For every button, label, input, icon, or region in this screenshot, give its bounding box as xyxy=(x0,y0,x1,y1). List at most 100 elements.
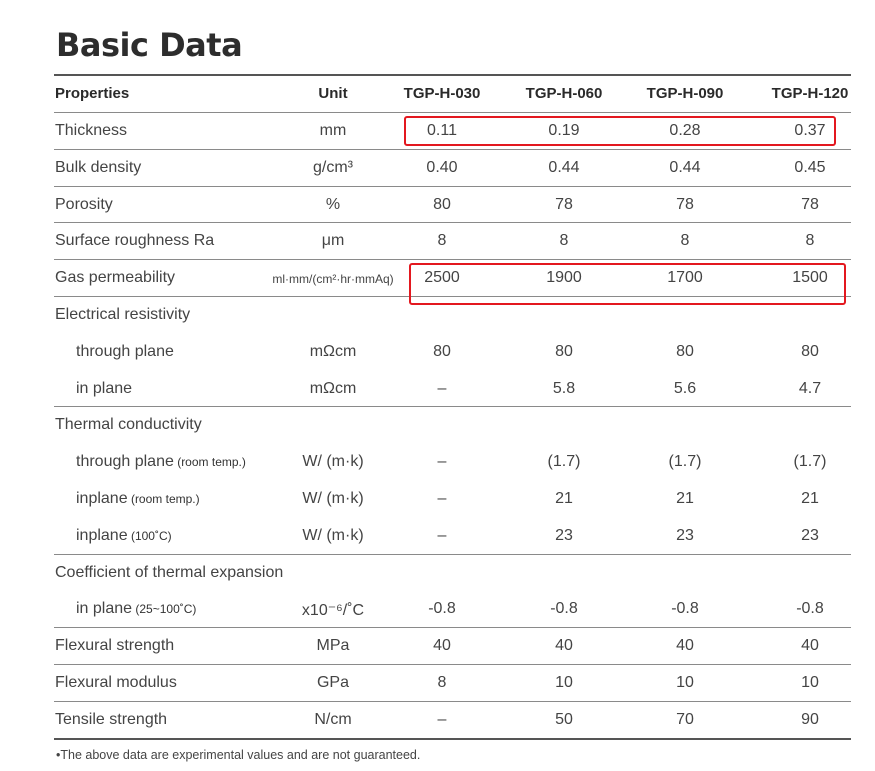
row-property: Surface roughness Ra xyxy=(55,232,214,250)
row-value: 40 xyxy=(801,637,819,655)
row-value: 0.28 xyxy=(669,122,701,139)
property-qualifier: (room temp.) xyxy=(173,455,246,470)
row-value: 21 xyxy=(801,490,819,507)
property-label: in plane xyxy=(76,379,133,397)
property-label: Tensile strength xyxy=(55,710,168,728)
row-unit: GPa xyxy=(316,674,349,691)
row-rule xyxy=(54,222,851,224)
row-unit: μm xyxy=(321,232,345,250)
column-header: TGP-H-090 xyxy=(646,85,724,102)
row-rule xyxy=(54,148,851,150)
property-label: Surface roughness Ra xyxy=(55,232,215,250)
column-header: TGP-H-120 xyxy=(771,85,849,102)
row-value: 5.6 xyxy=(673,379,697,397)
row-value: 0.11 xyxy=(427,122,457,139)
property-label: in plane xyxy=(76,600,133,618)
row-property: Coefficient of thermal expansion xyxy=(55,564,283,582)
property-label: inplane xyxy=(76,490,128,507)
column-header: Properties xyxy=(55,85,130,102)
row-value: 80 xyxy=(555,342,573,360)
row-value: 40 xyxy=(433,637,451,655)
row-value: 40 xyxy=(676,637,694,655)
row-rule xyxy=(54,296,851,297)
row-rule xyxy=(54,700,851,702)
row-property: Gas permeability xyxy=(55,269,175,287)
row-unit: mm xyxy=(319,122,347,139)
row-value: 10 xyxy=(801,674,819,691)
column-header: TGP-H-030 xyxy=(403,85,481,102)
row-value: -0.8 xyxy=(671,600,699,618)
row-value: 80 xyxy=(433,342,451,360)
row-property: in plane xyxy=(76,380,132,398)
row-unit: mΩcm xyxy=(309,342,357,360)
row-value: 50 xyxy=(555,710,573,728)
row-unit: MPa xyxy=(316,637,350,655)
row-value: 23 xyxy=(801,526,819,544)
row-value: 0.44 xyxy=(669,158,701,176)
property-label: through plane xyxy=(76,453,174,471)
row-value: 1900 xyxy=(546,269,582,287)
highlight-box xyxy=(409,263,846,306)
row-property: Porosity xyxy=(55,196,113,214)
row-unit: W/ (m·k) xyxy=(302,453,364,471)
row-value: 8 xyxy=(805,232,815,250)
row-value: 23 xyxy=(676,526,694,544)
row-unit: N/cm xyxy=(314,710,352,728)
row-value: (1.7) xyxy=(668,453,702,471)
property-qualifier: (room temp.) xyxy=(127,492,200,506)
row-property: Flexural modulus xyxy=(55,674,177,692)
row-value: 5.8 xyxy=(552,379,576,397)
row-value: (1.7) xyxy=(547,453,581,471)
header-top-rule xyxy=(54,74,851,76)
row-value: 0.44 xyxy=(548,158,580,176)
row-unit: % xyxy=(325,195,341,213)
row-value: 21 xyxy=(555,490,573,507)
highlight-box xyxy=(404,116,836,146)
row-value: 21 xyxy=(676,490,694,507)
row-property: Flexural strength xyxy=(55,637,174,655)
row-property: Electrical resistivity xyxy=(55,306,190,324)
row-value: 78 xyxy=(676,195,694,213)
property-label: Porosity xyxy=(55,195,113,213)
row-unit: x10⁻⁶/˚C xyxy=(301,602,365,620)
row-value: 78 xyxy=(801,195,819,213)
row-property: inplane (room temp.) xyxy=(76,490,200,508)
row-rule xyxy=(54,259,851,261)
property-label: Thermal conductivity xyxy=(55,416,202,434)
row-rule xyxy=(54,553,851,555)
property-qualifier: (25~100˚C) xyxy=(132,602,197,617)
row-value: 1700 xyxy=(667,269,703,287)
row-rule xyxy=(54,185,851,187)
row-property: Thickness xyxy=(55,122,127,140)
row-value: 23 xyxy=(555,526,573,544)
column-header: Unit xyxy=(318,85,348,102)
row-value: 8 xyxy=(437,232,447,250)
row-value: 1500 xyxy=(792,269,828,287)
row-value: 80 xyxy=(433,195,451,213)
row-value: 8 xyxy=(680,232,690,250)
property-label: Flexural strength xyxy=(55,637,175,655)
row-unit: g/cm³ xyxy=(313,158,353,176)
row-value: 80 xyxy=(676,342,694,360)
row-property: Tensile strength xyxy=(55,711,167,729)
row-value: – xyxy=(437,526,447,544)
row-value: 2500 xyxy=(424,269,460,287)
row-value: 80 xyxy=(801,342,819,360)
header-bottom-rule xyxy=(54,112,851,113)
row-rule xyxy=(54,627,851,629)
property-label: inplane xyxy=(76,526,128,544)
property-label: through plane xyxy=(76,342,174,360)
row-property: Thermal conductivity xyxy=(55,416,202,434)
row-value: 0.19 xyxy=(548,122,580,139)
property-label: Coefficient of thermal expansion xyxy=(55,563,284,581)
property-label: Flexural modulus xyxy=(55,674,177,691)
row-rule xyxy=(54,406,851,408)
row-value: 4.7 xyxy=(798,379,822,397)
row-property: Bulk density xyxy=(55,159,141,177)
row-unit: mΩcm xyxy=(309,379,357,397)
row-rule xyxy=(54,737,851,740)
row-value: 0.40 xyxy=(426,158,458,176)
row-value: 8 xyxy=(559,232,569,250)
row-unit: W/ (m·k) xyxy=(302,526,364,544)
row-value: 70 xyxy=(676,710,694,728)
